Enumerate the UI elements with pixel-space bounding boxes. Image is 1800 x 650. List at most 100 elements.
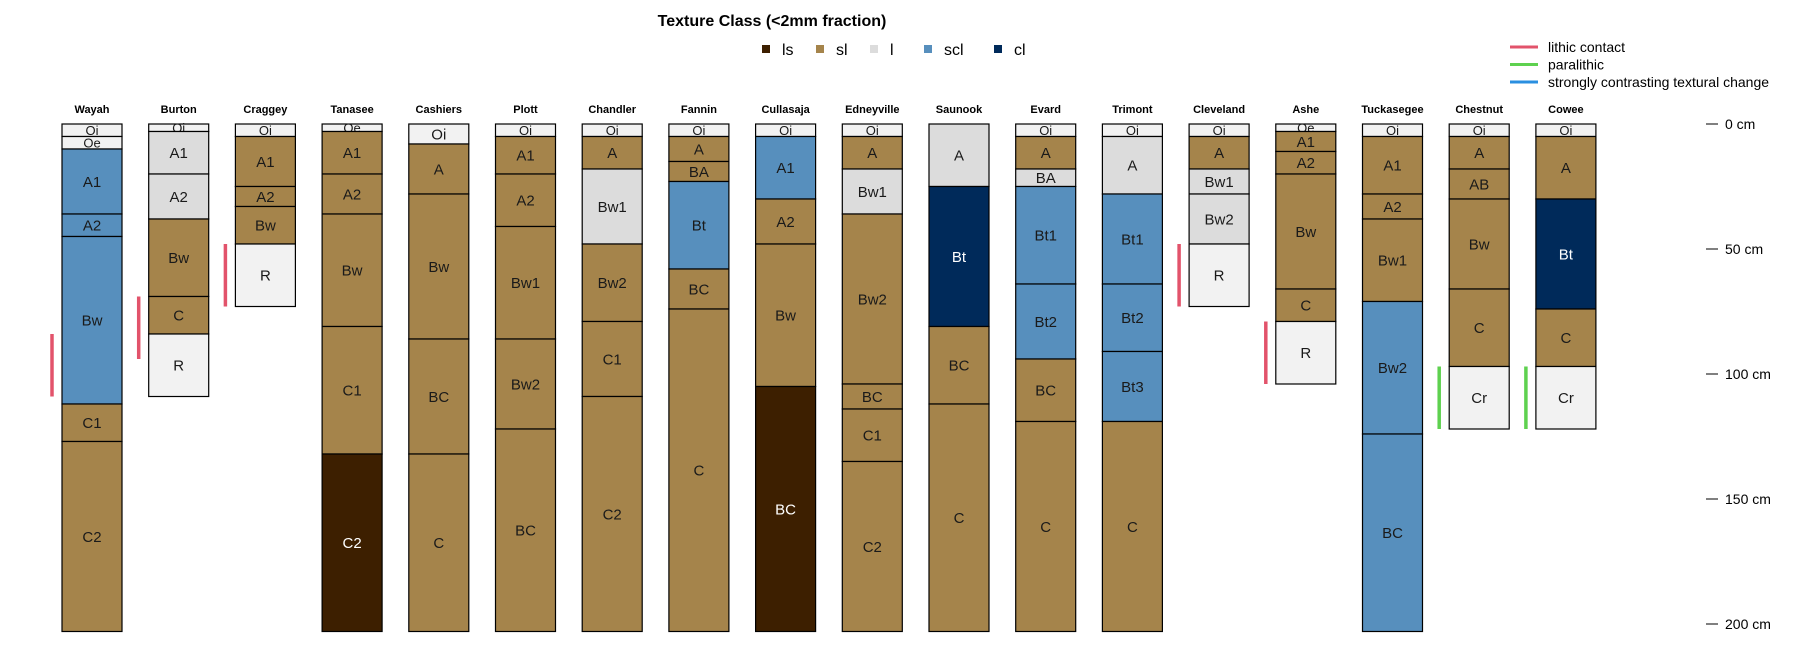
horizon-label: Bw xyxy=(1469,236,1490,253)
horizon-bc xyxy=(494,428,557,633)
horizon-c2 xyxy=(61,440,123,633)
legend-swatch-sl xyxy=(816,45,824,53)
horizon-a xyxy=(1101,135,1164,195)
horizon-label: C1 xyxy=(343,383,362,400)
horizon-label: C xyxy=(1474,320,1485,337)
profile-name: Tanasee xyxy=(330,104,373,116)
horizon-label: Bw2 xyxy=(858,291,887,308)
legend-swatch-ls xyxy=(762,45,770,53)
horizon-a xyxy=(1448,135,1510,170)
horizon-a xyxy=(1535,135,1597,200)
horizon-label: A2 xyxy=(170,189,188,206)
horizon-label: C xyxy=(1127,519,1138,536)
horizon-a1 xyxy=(61,148,123,215)
horizon-label: R xyxy=(1214,268,1225,285)
horizon-a2 xyxy=(148,173,210,220)
horizon-label: Bw1 xyxy=(598,199,627,216)
chart-title: Texture Class (<2mm fraction) xyxy=(658,13,887,30)
horizon-label: Bw xyxy=(775,308,796,325)
horizon-label: Bw2 xyxy=(598,275,627,292)
horizon-label: A1 xyxy=(776,160,794,177)
profile-name: Cullasaja xyxy=(761,104,810,116)
horizon-label: C2 xyxy=(82,529,101,546)
horizon-label: A xyxy=(1127,158,1137,175)
depth-axis: 0 cm 50 cm 100 cm 150 cm 200 cm xyxy=(1706,116,1771,632)
horizon-label: BC xyxy=(515,523,536,540)
horizon-bw1 xyxy=(1188,168,1250,195)
profile-cleveland: Cleveland Oi A Bw1 Bw2 R xyxy=(1188,104,1250,308)
horizon-c xyxy=(408,453,470,633)
horizon-label: R xyxy=(1300,345,1311,362)
horizon-label: C xyxy=(1300,298,1311,315)
profile-chestnut: Chestnut Oi A AB Bw C Cr xyxy=(1448,104,1510,430)
horizon-r xyxy=(234,243,296,308)
horizon-bc xyxy=(408,338,470,455)
horizon-bc xyxy=(754,385,817,633)
profile-name: Trimont xyxy=(1112,104,1153,116)
horizon-label: R xyxy=(173,358,184,375)
horizon-c xyxy=(1535,308,1597,368)
horizon-label: Bw2 xyxy=(511,376,540,393)
horizon-bw1 xyxy=(581,168,643,245)
horizon-label: Oi xyxy=(259,123,272,138)
legend-swatch-l xyxy=(870,45,878,53)
horizon-label: A1 xyxy=(83,174,101,191)
horizon-label: Oe xyxy=(83,135,100,150)
horizon-label: Oi xyxy=(431,126,446,143)
horizon-label: AB xyxy=(1469,176,1489,193)
horizon-label: Cr xyxy=(1558,390,1574,407)
horizon-bc xyxy=(928,325,990,405)
horizon-label: Bt2 xyxy=(1121,310,1144,327)
depth-tick-label: 0 cm xyxy=(1725,116,1755,132)
horizon-label: C1 xyxy=(603,351,622,368)
horizon-label: Bw1 xyxy=(511,275,540,292)
horizon-label: A2 xyxy=(1297,155,1315,172)
profile-edneyville: Edneyville Oi A Bw1 Bw2 BC C1 C2 xyxy=(841,104,903,633)
horizon-label: Bt xyxy=(952,249,967,266)
horizon-label: Bw xyxy=(82,313,103,330)
horizon-a1 xyxy=(148,130,210,175)
horizon-label: A1 xyxy=(170,145,188,162)
horizon-c xyxy=(1448,288,1510,368)
horizon-bw2 xyxy=(841,213,903,385)
horizon-label: A2 xyxy=(776,214,794,231)
profile-trimont: Trimont Oi A Bt1 Bt2 Bt3 C xyxy=(1101,104,1164,633)
horizon-c1 xyxy=(61,403,123,443)
horizon-label: A2 xyxy=(83,218,101,235)
horizon-label: Oi xyxy=(519,123,532,138)
horizon-label: A xyxy=(694,141,704,158)
horizon-label: A2 xyxy=(516,193,534,210)
horizon-label: Bw xyxy=(168,250,189,267)
profile-cullasaja: Cullasaja Oi A1 A2 Bw BC xyxy=(754,104,817,633)
horizon-label: Oi xyxy=(866,123,879,138)
profile-name: Evard xyxy=(1030,104,1061,116)
legend-swatch-scl xyxy=(924,45,932,53)
horizon-c1 xyxy=(321,325,383,455)
horizon-label: C1 xyxy=(82,415,101,432)
horizon-label: Bt1 xyxy=(1121,231,1144,248)
horizon-c xyxy=(1101,420,1164,633)
profile-name: Ashe xyxy=(1292,104,1319,116)
legend-label-sl: sl xyxy=(836,42,848,59)
horizon-label: Bt3 xyxy=(1121,379,1144,396)
horizon-bc xyxy=(1361,433,1424,633)
profile-name: Cowee xyxy=(1548,104,1583,116)
horizon-label: C2 xyxy=(863,539,882,556)
horizon-label: Bw xyxy=(428,259,449,276)
horizon-bt1 xyxy=(1101,193,1164,285)
horizon-bw2 xyxy=(1361,300,1424,435)
texture-legend: ls sl l scl cl xyxy=(762,42,1026,59)
horizon-cr xyxy=(1535,365,1597,430)
horizon-label: C xyxy=(1560,330,1571,347)
horizon-a xyxy=(581,135,643,170)
horizon-a xyxy=(408,143,470,195)
horizon-label: A1 xyxy=(1383,158,1401,175)
line-legend-label-0: lithic contact xyxy=(1548,39,1625,55)
contact-brackets xyxy=(50,244,1528,429)
profile-name: Fannin xyxy=(681,104,717,116)
horizon-label: BC xyxy=(949,358,970,375)
